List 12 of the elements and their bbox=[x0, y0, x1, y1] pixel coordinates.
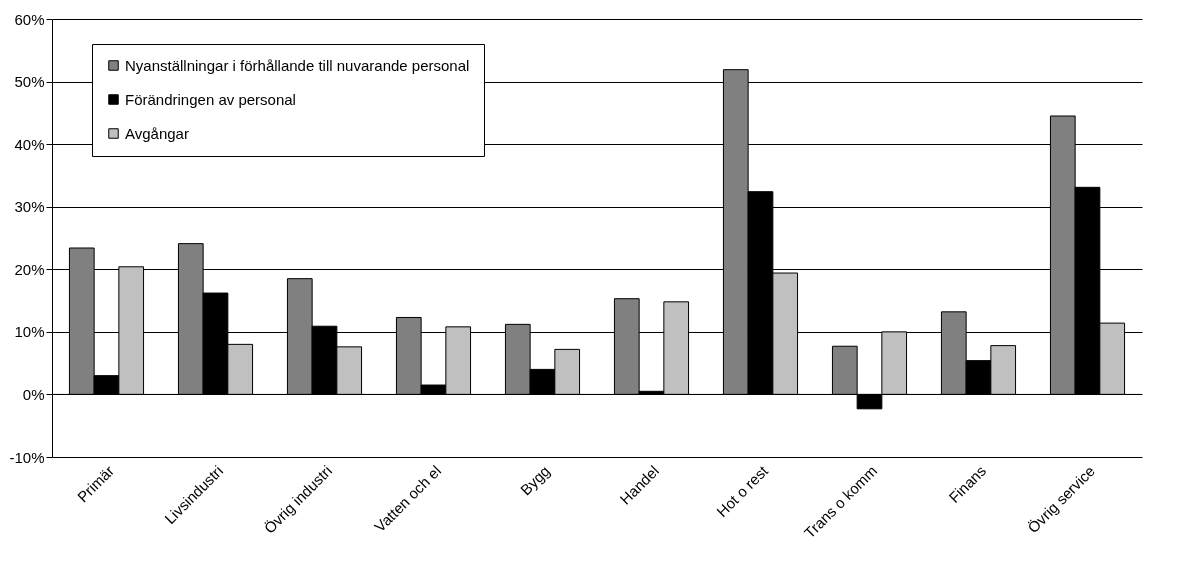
y-tick-label: 50% bbox=[14, 73, 45, 91]
y-tick-label: 30% bbox=[14, 198, 45, 216]
y-tick-label: 40% bbox=[14, 135, 45, 153]
y-tick-label: 0% bbox=[22, 385, 45, 403]
y-tick-label: 10% bbox=[14, 323, 45, 341]
legend-label: Förändringen av personal bbox=[125, 90, 296, 108]
y-tick-label: 60% bbox=[14, 10, 45, 28]
x-tick-label: Hot o rest bbox=[713, 461, 772, 521]
y-tick-label: -10% bbox=[9, 448, 45, 466]
y-tick-label: 20% bbox=[14, 260, 45, 278]
legend-label: Avgångar bbox=[125, 124, 189, 142]
legend-label: Nyanställningar i förhållande till nuvarande personal bbox=[125, 56, 470, 74]
